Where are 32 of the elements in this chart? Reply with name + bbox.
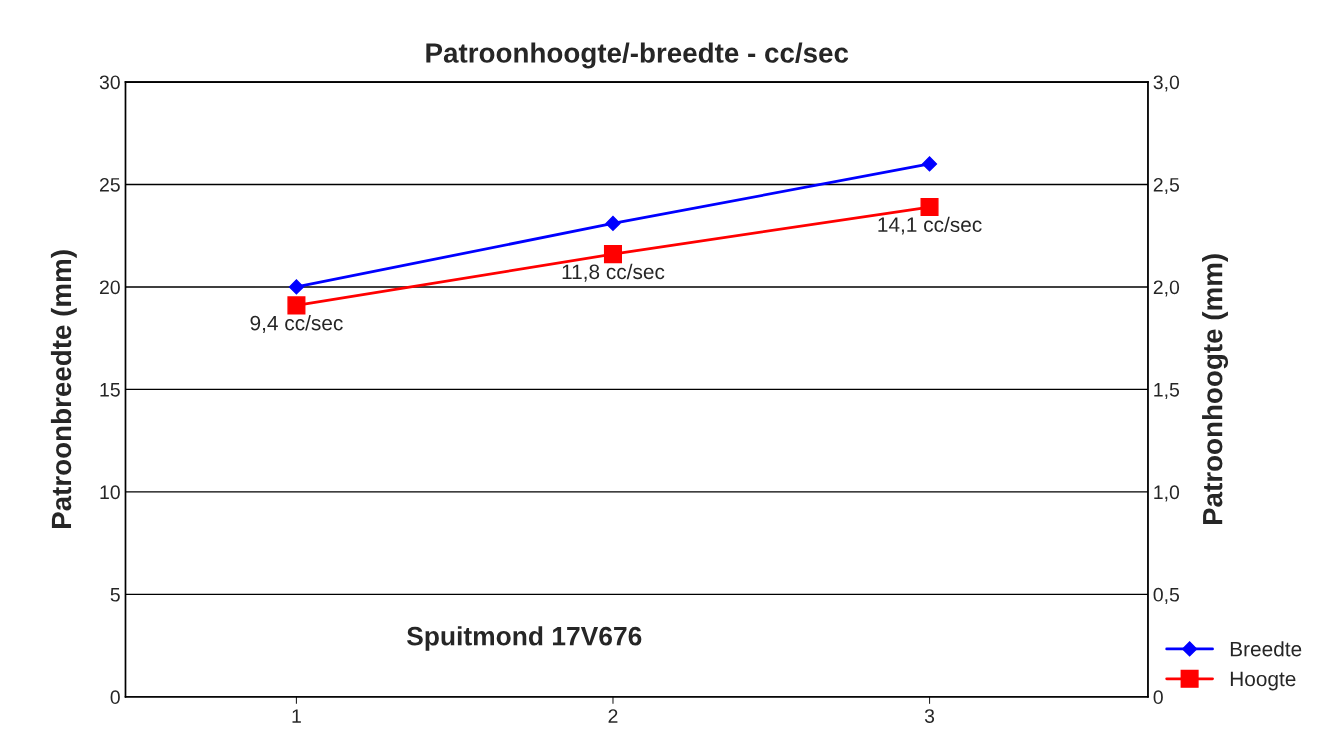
y-tick-label: 5	[110, 588, 120, 602]
x-tick-label: 3	[924, 709, 935, 723]
y-tick-label: 15	[100, 383, 120, 397]
x-tick-label: 1	[292, 709, 301, 723]
annotation: 11,8 cc/sec	[562, 263, 665, 282]
y-tick-label: 10	[100, 485, 120, 500]
y2-axis-title: Patroonhoogte (mm)	[1202, 254, 1229, 525]
y2-tick-label: 1,5	[1154, 383, 1180, 399]
annotation: 9,4 cc/sec	[250, 315, 343, 333]
y2-tick-label: 1,0	[1154, 485, 1180, 502]
annotation: Spuitmond 17V676	[406, 626, 642, 651]
point	[921, 156, 938, 172]
x-tick-label: 2	[608, 709, 618, 723]
legend-label: Breedte	[1230, 641, 1302, 657]
y-tick-label: 0	[110, 690, 120, 705]
point	[605, 215, 621, 231]
point	[603, 245, 623, 264]
y2-tick-label: 0,5	[1153, 587, 1180, 604]
legend-label: Hoogte	[1230, 671, 1296, 691]
y-tick-label: 20	[99, 280, 120, 295]
y-axis-title: Patroonbreedte (mm)	[50, 250, 77, 529]
point	[287, 296, 306, 315]
y2-tick-label: 2,5	[1153, 177, 1180, 194]
annotation: 14,1 cc/sec	[878, 216, 982, 235]
y2-tick-label: 2,0	[1153, 280, 1180, 297]
point	[288, 279, 305, 295]
chart-title: Patroonhoogte/-breedte - cc/sec	[426, 42, 849, 69]
point	[920, 197, 939, 217]
y-tick-label: 25	[99, 177, 120, 192]
y-tick-label: 30	[99, 75, 120, 90]
y2-tick-label: 0	[1153, 690, 1163, 705]
y2-tick-label: 3,0	[1153, 75, 1180, 92]
